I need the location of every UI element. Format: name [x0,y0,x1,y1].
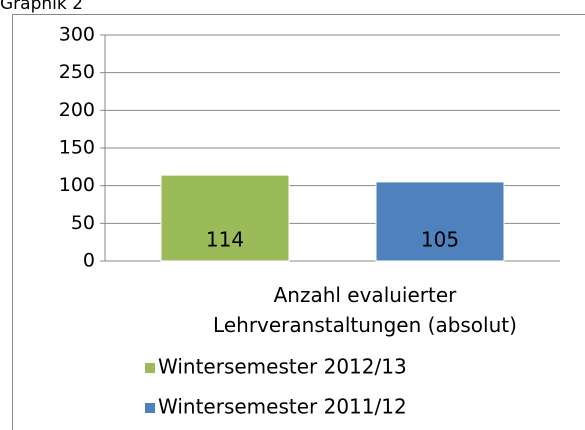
bar [375,181,505,262]
y-tick-label: 100 [59,174,95,196]
data-label: 114 [206,228,244,252]
legend-swatch [145,403,155,413]
legend-label: Wintersemester 2011/12 [158,395,407,419]
x-tick-label: Anzahl evaluierter Lehrveranstaltungen (… [213,283,517,337]
y-tick-label: 150 [59,137,95,159]
bar [160,174,290,262]
chart-border [12,14,585,430]
y-tick-label: 0 [83,250,95,272]
legend-label: Wintersemester 2012/13 [158,355,407,379]
y-tick-label: 200 [59,99,95,121]
y-tick-label: 250 [59,61,95,83]
y-tick-label: 50 [71,212,95,234]
y-tick-label: 300 [59,24,95,46]
chart-title: Graphik 2 [0,0,83,14]
legend-swatch [145,363,155,373]
data-label: 105 [421,228,459,252]
